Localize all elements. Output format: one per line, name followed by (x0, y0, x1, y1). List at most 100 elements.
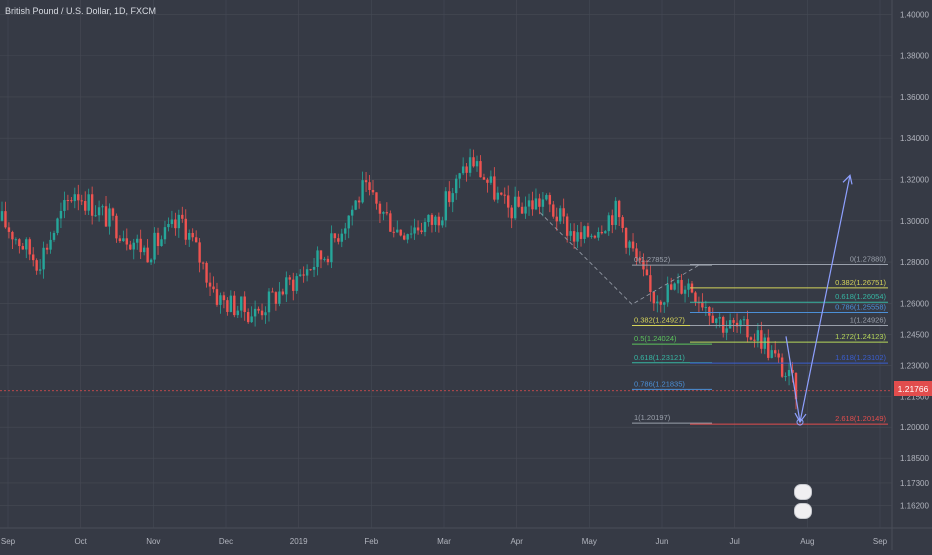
candle-body (565, 216, 569, 236)
candle-body (142, 247, 146, 253)
price-tick-label: 1.17300 (900, 479, 929, 488)
candle-body (416, 227, 420, 231)
time-tick-label: Aug (800, 537, 814, 546)
candle-body (520, 206, 524, 214)
candle-body (628, 241, 631, 248)
candle-body (382, 212, 385, 214)
fib-extension-label: 1.618(1.23102) (835, 353, 886, 362)
candle-body (77, 194, 80, 201)
projection-target-marker[interactable] (796, 418, 804, 426)
candle-body (645, 269, 649, 276)
swing-dashed-line[interactable] (539, 212, 712, 305)
candle-body (0, 211, 4, 221)
candle-body (115, 215, 118, 239)
candle-body (52, 232, 56, 240)
candle-body (590, 235, 593, 237)
candle-body (739, 320, 742, 327)
candle-body (32, 254, 35, 261)
candle-body (538, 198, 541, 207)
time-tick-label: Apr (510, 537, 523, 546)
candle-body (572, 231, 576, 242)
candle-body (132, 242, 135, 250)
candle-body (787, 370, 791, 377)
time-tick-label: 2019 (290, 537, 308, 546)
arrow-head-down (794, 412, 807, 424)
candle-body (42, 247, 45, 270)
candle-body (437, 216, 441, 226)
flag-icon[interactable] (794, 484, 812, 500)
price-tick-label: 1.24500 (900, 330, 929, 339)
candle-body (493, 176, 496, 200)
candle-body (90, 194, 94, 216)
candle-body (160, 239, 163, 247)
candle-body (28, 239, 31, 255)
time-tick-label: Nov (146, 537, 160, 546)
candle-body (534, 198, 538, 210)
candle-body (697, 302, 701, 304)
price-tick-label: 1.21500 (900, 392, 929, 401)
time-tick-label: Dec (219, 537, 233, 546)
candle-body (479, 161, 482, 178)
candle-body (794, 372, 798, 400)
price-tick-label: 1.16200 (900, 502, 929, 511)
candle-body (701, 302, 704, 308)
fib-drawings[interactable]: 0(1.27852) 0.382(1.24927) 0.5(1.24024) 0.61… (0, 212, 892, 425)
fib-extension-label: 1.272(1.24123) (835, 332, 886, 341)
flag-icon[interactable] (794, 503, 812, 519)
candle-body (638, 258, 642, 261)
price-tick-label: 1.28000 (900, 258, 929, 267)
candle-body (586, 226, 590, 237)
time-axis[interactable]: Sep Oct Nov Dec 2019 Feb Mar Apr May Jun Jul Aug Sep (1, 537, 888, 546)
candle-body (666, 284, 669, 303)
candle-body (600, 231, 604, 234)
fib-extension-label: 0.786(1.25558) (835, 302, 886, 311)
candle-body (309, 269, 312, 271)
candle-body (680, 279, 683, 294)
candle-body (746, 319, 749, 338)
chart-title: British Pound / U.S. Dollar, 1D, FXCM (5, 6, 157, 16)
candle-body (441, 220, 444, 226)
candle-body (767, 337, 770, 358)
candle-body (208, 282, 212, 287)
candle-body (333, 233, 337, 239)
candle-body (489, 176, 493, 183)
candle-body (496, 192, 500, 200)
candle-body (753, 339, 756, 341)
candle-body (621, 217, 624, 228)
candle-body (104, 206, 108, 227)
candle-body (59, 210, 63, 219)
candle-body (455, 178, 458, 194)
candle-body (663, 302, 666, 305)
candle-body (302, 274, 305, 276)
candle-body (56, 218, 59, 233)
projection-down-arrow[interactable] (785, 336, 801, 423)
arrow-head-up (842, 174, 853, 185)
candle-body (704, 307, 708, 309)
price-axis[interactable]: 1.40000 1.38000 1.36000 1.34000 1.32000 1.300… (900, 10, 929, 510)
candle-body (87, 194, 90, 211)
candle-body (285, 277, 288, 295)
projection-arrows[interactable] (785, 174, 853, 426)
candle-body (129, 244, 132, 250)
candle-body (676, 279, 680, 284)
candle-body (607, 215, 610, 232)
price-tick-label: 1.30000 (900, 217, 929, 226)
candle-body (326, 258, 330, 263)
candle-body (777, 353, 780, 358)
candle-body (139, 238, 142, 253)
candle-body (288, 277, 291, 280)
candle-body (721, 317, 725, 333)
projection-up-arrow[interactable] (799, 175, 851, 423)
candle-body (448, 191, 451, 203)
candle-body (35, 260, 38, 271)
candle-body (503, 194, 506, 196)
candle-body (427, 214, 430, 223)
candle-body (101, 206, 104, 208)
candle-body (423, 222, 427, 233)
candle-body (687, 283, 690, 290)
candle-body (468, 157, 472, 173)
candle-body (177, 214, 181, 229)
candle-body (253, 308, 257, 317)
